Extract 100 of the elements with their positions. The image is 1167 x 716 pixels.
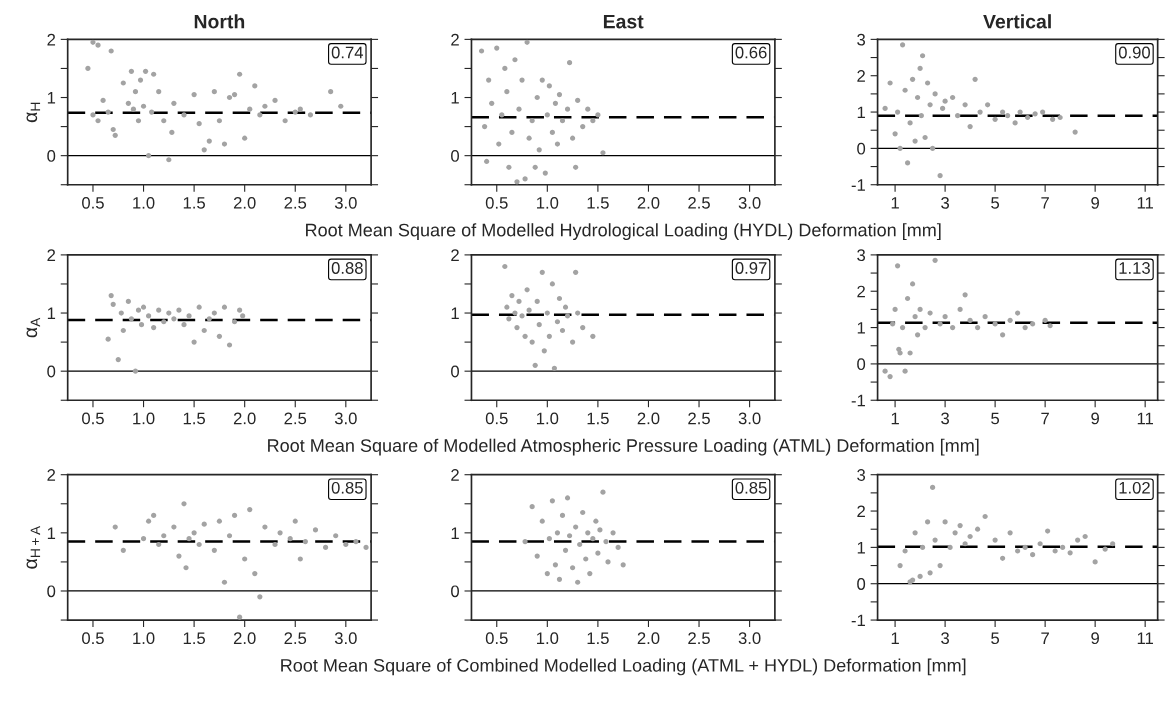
x-tick-label: 1.0 — [133, 632, 155, 645]
point — [600, 489, 606, 495]
y-tick-label: 1 — [857, 541, 865, 554]
point — [597, 527, 603, 533]
y-tick-label: 2 — [47, 33, 56, 46]
point — [992, 321, 998, 327]
point — [226, 342, 233, 348]
point — [502, 65, 508, 72]
point — [252, 570, 258, 577]
point — [524, 287, 530, 293]
point — [1012, 120, 1018, 126]
point — [519, 77, 525, 83]
point — [992, 537, 998, 543]
x-tick-label: 3.0 — [334, 412, 357, 425]
point — [982, 314, 988, 320]
point — [922, 324, 928, 331]
point — [216, 118, 222, 124]
point — [549, 129, 555, 135]
point — [343, 541, 349, 548]
point — [925, 80, 931, 86]
point — [292, 109, 298, 115]
chart-title: North — [194, 14, 245, 29]
point — [544, 310, 550, 316]
point — [221, 579, 228, 585]
point — [522, 538, 528, 545]
point — [927, 570, 933, 576]
point — [529, 118, 535, 124]
point — [135, 307, 142, 313]
point — [287, 536, 293, 542]
point — [930, 484, 936, 491]
point — [146, 153, 152, 159]
x-tick-label: 2.5 — [284, 196, 307, 209]
point — [85, 65, 91, 72]
point — [156, 89, 162, 95]
point — [583, 556, 589, 562]
point — [899, 42, 906, 48]
point — [950, 324, 956, 331]
point — [161, 118, 167, 124]
point — [930, 145, 936, 151]
point — [90, 39, 96, 45]
point — [536, 322, 542, 328]
point — [1040, 109, 1046, 115]
point — [509, 129, 515, 135]
chart-title: East — [603, 14, 644, 29]
point — [504, 89, 510, 95]
point — [1092, 559, 1098, 565]
point — [910, 76, 916, 82]
point — [899, 324, 906, 331]
point — [191, 530, 197, 536]
x-tick-label: 3.0 — [334, 632, 357, 645]
point — [512, 57, 518, 63]
x-tick-label: 5 — [991, 632, 1000, 645]
ref-line-label: 1.13 — [1119, 262, 1150, 274]
point — [564, 495, 571, 501]
point — [516, 298, 522, 305]
point — [297, 106, 303, 112]
point — [585, 106, 591, 112]
point — [524, 39, 530, 45]
point — [539, 269, 545, 275]
point — [526, 307, 532, 313]
y-tick-label: 3 — [857, 249, 866, 262]
point — [932, 537, 938, 543]
point — [201, 147, 207, 153]
point — [169, 129, 175, 135]
point — [138, 322, 145, 328]
x-tick-label: 11 — [1137, 632, 1153, 644]
point — [120, 327, 126, 334]
point — [551, 365, 557, 371]
point — [297, 556, 303, 562]
point — [353, 538, 359, 545]
y-tick-label: 2 — [451, 33, 459, 46]
point — [937, 321, 943, 327]
point — [161, 533, 167, 539]
point — [338, 103, 344, 109]
point — [620, 562, 626, 568]
point — [151, 324, 157, 331]
y-tick-label: 0 — [47, 585, 56, 598]
point — [1000, 332, 1006, 338]
point — [925, 519, 931, 525]
y-tick-label: 1 — [47, 527, 56, 539]
point — [536, 147, 542, 153]
point — [907, 120, 913, 126]
point — [534, 553, 540, 559]
x-tick-label: 2.5 — [284, 412, 307, 425]
x-tick-label: 2.0 — [637, 196, 660, 209]
point — [972, 76, 978, 82]
x-tick-label: 2.0 — [233, 196, 256, 209]
x-tick-label: 7 — [1041, 197, 1049, 209]
x-tick-label: 1 — [891, 632, 899, 644]
point — [587, 570, 593, 577]
y-tick-label: 1 — [451, 307, 459, 320]
y-tick-label: 0 — [857, 358, 866, 371]
point — [522, 176, 528, 182]
x-tick-label: 3.0 — [738, 412, 761, 425]
point — [1000, 109, 1006, 115]
point — [363, 544, 369, 550]
point — [112, 524, 118, 530]
x-tick-label: 7 — [1041, 412, 1049, 425]
point — [917, 306, 923, 312]
point — [181, 112, 187, 118]
